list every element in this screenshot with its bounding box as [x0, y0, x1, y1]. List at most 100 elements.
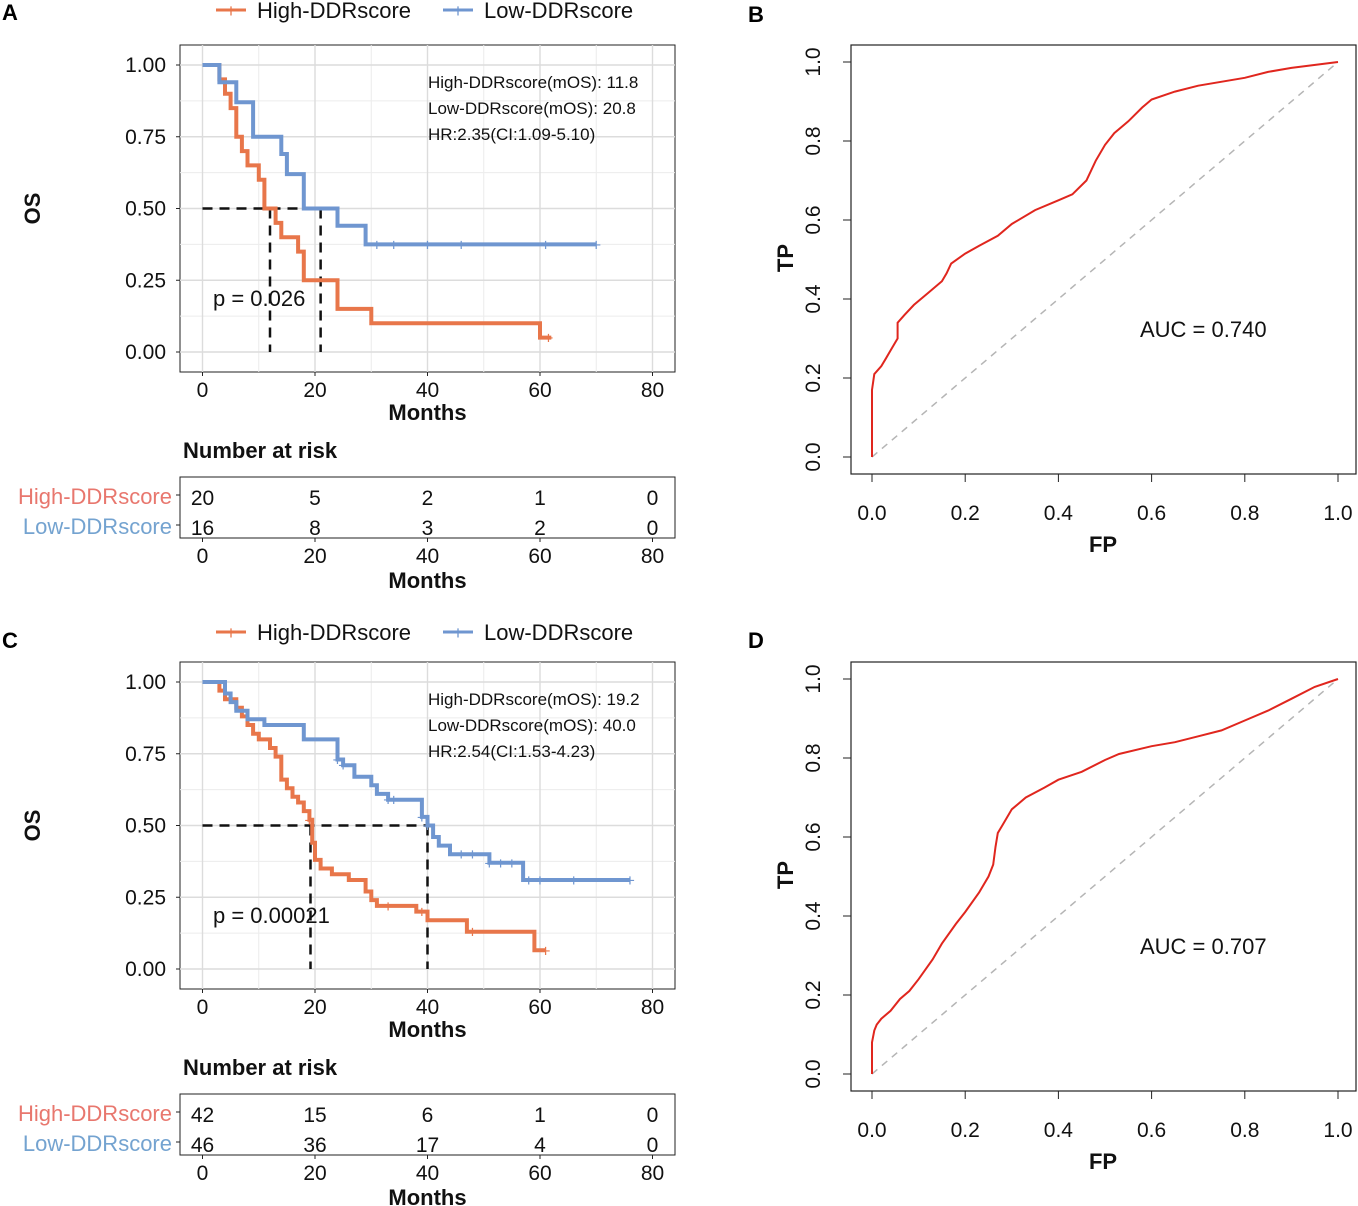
stats-annotation: High-DDRscore(mOS): 19.2 [428, 690, 640, 709]
risk-count-high: 5 [309, 487, 321, 510]
risk-x-tick-label: 20 [303, 1162, 326, 1185]
censor-mark: + [383, 897, 393, 916]
risk-x-tick-label: 40 [416, 1162, 439, 1185]
y-tick-label: 0.75 [125, 126, 166, 149]
risk-count-low: 46 [191, 1134, 214, 1157]
panel-letter-b: B [748, 2, 764, 27]
censor-mark: + [625, 871, 635, 890]
panel-letter-c: C [2, 628, 18, 653]
y-tick-label: 1.00 [125, 671, 166, 694]
x-tick-label: 0.4 [1044, 502, 1074, 525]
censor-mark: + [417, 903, 427, 922]
risk-x-tick-label: 80 [641, 545, 664, 568]
x-tick-label: 0.6 [1137, 502, 1166, 525]
risk-count-low: 0 [647, 517, 659, 540]
diagonal-reference-line [871, 61, 1339, 458]
y-axis-label: TP [773, 244, 798, 272]
risk-count-high: 0 [647, 487, 659, 510]
x-axis-label: FP [1089, 532, 1117, 557]
legend-censor-low: + [453, 1, 464, 21]
risk-count-low: 17 [416, 1134, 439, 1157]
x-tick-label: 0.8 [1230, 1119, 1259, 1142]
risk-table-title: Number at risk [183, 1055, 338, 1080]
censor-mark: + [456, 845, 466, 864]
x-tick-label: 0.8 [1230, 502, 1259, 525]
y-tick-label: 0.8 [802, 743, 825, 772]
censor-mark: + [389, 791, 399, 810]
censor-mark: + [372, 235, 382, 254]
x-tick-label: 20 [303, 996, 326, 1019]
risk-x-tick-label: 60 [528, 1162, 551, 1185]
km-curve-low [202, 63, 597, 247]
risk-count-low: 8 [309, 517, 321, 540]
stats-annotation: High-DDRscore(mOS): 11.8 [428, 73, 638, 92]
stats-annotation: Low-DDRscore(mOS): 20.8 [428, 99, 636, 118]
legend-label-low: Low-DDRscore [484, 620, 633, 645]
censor-mark: + [456, 235, 466, 254]
risk-x-tick-label: 40 [416, 545, 439, 568]
x-tick-label: 0.0 [857, 1119, 886, 1142]
x-tick-label: 80 [641, 996, 664, 1019]
p-value-label: p = 0.026 [213, 286, 305, 311]
risk-row-label-high: High-DDRscore [18, 1101, 172, 1126]
x-tick-label: 40 [416, 379, 439, 402]
x-tick-label: 0.2 [951, 502, 980, 525]
km-curve-low [202, 680, 630, 882]
y-tick-label: 0.0 [802, 442, 825, 471]
censor-mark: + [524, 871, 534, 890]
censor-mark: + [507, 854, 517, 873]
censor-mark: + [468, 923, 478, 942]
risk-count-low: 2 [534, 517, 546, 540]
x-axis-label: FP [1089, 1149, 1117, 1174]
y-tick-label: 0.8 [802, 126, 825, 155]
y-tick-label: 0.75 [125, 743, 166, 766]
y-axis-label: OS [20, 810, 45, 842]
legend-censor-high: + [226, 1, 237, 21]
x-axis-label: Months [388, 400, 466, 425]
stats-annotation: HR:2.35(CI:1.09-5.10) [428, 125, 595, 144]
plot-frame [850, 661, 1357, 1092]
censor-mark: + [333, 750, 343, 769]
y-axis-label: TP [773, 861, 798, 889]
risk-count-high: 6 [422, 1104, 434, 1127]
risk-x-tick-label: 0 [197, 1162, 209, 1185]
x-tick-label: 60 [528, 379, 551, 402]
risk-count-low: 3 [422, 517, 434, 540]
x-tick-label: 20 [303, 379, 326, 402]
y-tick-label: 1.00 [125, 54, 166, 77]
risk-count-high: 1 [534, 1104, 546, 1127]
y-axis-label: OS [20, 193, 45, 225]
risk-row-label-low: Low-DDRscore [23, 1131, 172, 1156]
censor-mark: + [423, 235, 433, 254]
roc-curve [871, 61, 1339, 457]
risk-x-axis-label: Months [388, 568, 466, 593]
x-tick-label: 0 [197, 996, 209, 1019]
risk-x-tick-label: 80 [641, 1162, 664, 1185]
stats-annotation: Low-DDRscore(mOS): 40.0 [428, 716, 636, 735]
x-tick-label: 1.0 [1323, 502, 1352, 525]
y-tick-label: 0.6 [802, 822, 825, 851]
x-axis-label: Months [388, 1017, 466, 1042]
x-tick-label: 0.4 [1044, 1119, 1074, 1142]
x-tick-label: 0.0 [857, 502, 886, 525]
y-tick-label: 1.0 [802, 47, 825, 76]
censor-mark: + [591, 235, 601, 254]
censor-mark: + [484, 854, 494, 873]
x-tick-label: 60 [528, 996, 551, 1019]
legend-label-high: High-DDRscore [257, 0, 411, 23]
censor-mark: + [541, 941, 551, 960]
censor-mark: + [543, 329, 553, 348]
x-tick-label: 0 [197, 379, 209, 402]
x-tick-label: 80 [641, 379, 664, 402]
censor-mark: + [541, 235, 551, 254]
censor-mark: + [304, 811, 314, 830]
roc-plot-b: 0.0 0.2 0.4 0.6 0.8 1.0 0.0 0.2 0.4 0.6 0.8 1.0 FP TP… [773, 44, 1357, 557]
km-curve-high [202, 63, 552, 340]
diagonal-reference-line [871, 678, 1339, 1075]
y-tick-label: 0.2 [802, 980, 825, 1009]
y-tick-label: 0.25 [125, 269, 166, 292]
roc-plot-d: 0.0 0.2 0.4 0.6 0.8 1.0 0.0 0.2 0.4 0.6 0.8 1.0 FP TP… [773, 661, 1357, 1174]
